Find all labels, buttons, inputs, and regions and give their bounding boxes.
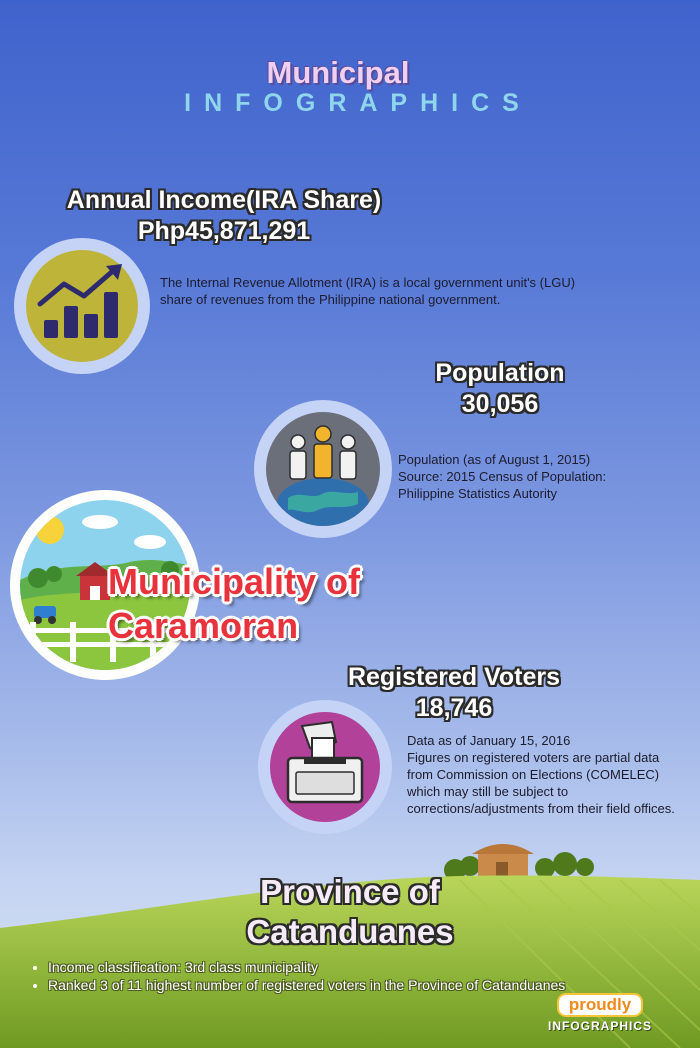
population-label: Population [435, 359, 565, 387]
voters-note: Data as of January 15, 2016 Figures on r… [407, 732, 679, 817]
growth-chart-icon [26, 250, 138, 362]
fact-voter-rank: Ranked 3 of 11 highest number of registe… [48, 977, 608, 994]
income-label: Annual Income(IRA Share) [66, 186, 382, 214]
municipality-name-line1: Municipality of [108, 561, 360, 602]
province-line2: Catanduanes [246, 913, 454, 950]
population-note-date: Population (as of August 1, 2015) [398, 452, 591, 467]
income-value: Php45,871,291 [137, 217, 311, 245]
voters-note-date: Data as of January 15, 2016 [407, 733, 571, 748]
municipality-name-line2: Caramoran [108, 605, 299, 646]
population-note-source: Source: 2015 Census of Population: [398, 469, 607, 484]
people-globe-icon [266, 412, 380, 526]
brand-name: proudly [556, 993, 644, 1017]
population-note: Population (as of August 1, 2015) Source… [398, 451, 678, 502]
province-line1: Province of [260, 873, 440, 910]
income-description: The Internal Revenue Allotment (IRA) is … [160, 275, 576, 307]
field-landscape-background [0, 844, 700, 1048]
page-title: Municipal [266, 55, 410, 90]
farm-landscape-icon [20, 500, 190, 670]
voters-value: 18,746 [415, 694, 493, 722]
population-note-agency: Philippine Statistics Autority [398, 486, 557, 501]
page-subtitle: INFOGRAPHICS [184, 89, 532, 117]
voters-note-disclaimer: Figures on registered voters are partial… [407, 750, 675, 816]
ballot-box-icon [270, 712, 380, 822]
brand-logo: proudly INFOGRAPHICS [532, 993, 668, 1033]
facts-list: Income classification: 3rd class municip… [26, 959, 608, 995]
fact-income-class: Income classification: 3rd class municip… [48, 959, 608, 976]
voters-label: Registered Voters [347, 663, 561, 691]
brand-tag: INFOGRAPHICS [547, 1019, 652, 1033]
population-value: 30,056 [461, 390, 539, 418]
